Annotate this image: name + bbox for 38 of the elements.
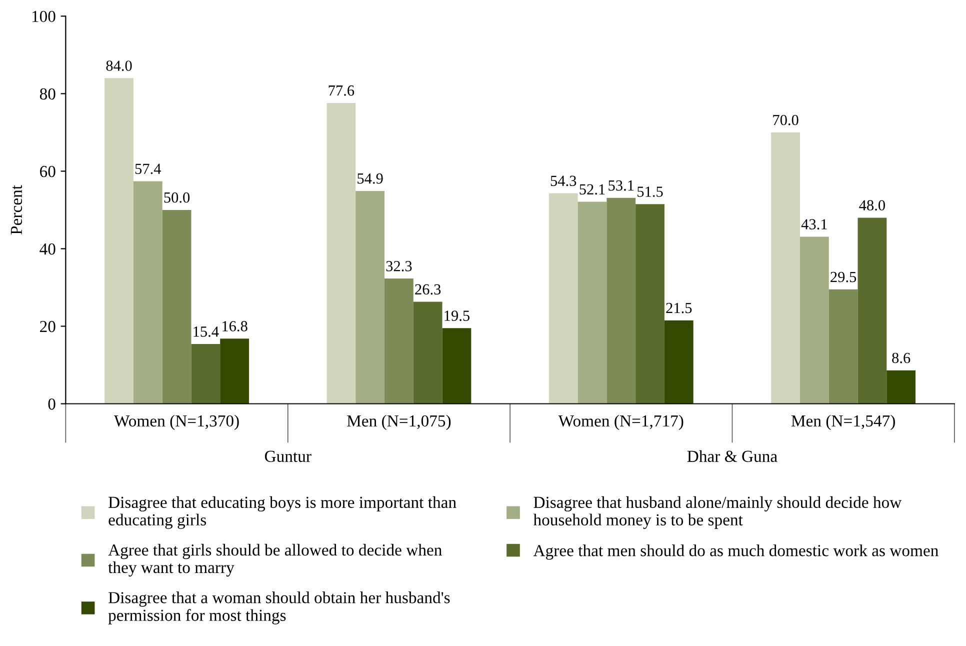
data-label: 57.4 [135, 164, 162, 174]
text: Guntur [264, 450, 312, 462]
x-tick-label: Women (N=1,370) [114, 414, 239, 430]
legend-label: Disagree that educating boys is more important than educating girls [108, 496, 456, 529]
data-label: 51.5 [638, 186, 663, 197]
x-tick-label: Men (N=1,075) [347, 414, 451, 430]
data-label: 8.6 [892, 352, 910, 364]
data-label: 53.1 [608, 180, 634, 191]
data-label: 43.1 [801, 219, 827, 230]
data-label: 54.3 [550, 176, 576, 186]
x-tick-label: Men (N=1,547) [791, 414, 895, 430]
data-label: 84.0 [106, 60, 132, 71]
data-label: 54.9 [358, 173, 383, 184]
y-tick-label: 100 [32, 10, 56, 22]
data-label: 70.0 [773, 114, 798, 126]
y-tick-label: 40 [40, 243, 56, 255]
data-label: 16.8 [222, 321, 248, 332]
legend-label: Disagree that a woman should obtain her husband's permission for most things [108, 592, 450, 624]
y-tick-label: 60 [40, 166, 56, 178]
data-label: 19.5 [444, 310, 470, 321]
legend-label: Disagree that husband alone/mainly should decide how household money is to be spent [533, 496, 902, 529]
data-label: 50.0 [164, 192, 190, 203]
data-label: 48.0 [859, 200, 885, 210]
x-tick-label: Women (N=1,717) [558, 414, 684, 430]
data-label: 26.3 [415, 284, 441, 295]
data-label: 21.5 [666, 302, 692, 314]
y-tick-label: 0 [48, 398, 56, 410]
data-label: 77.6 [328, 85, 354, 96]
y-tick-label: 80 [40, 88, 56, 100]
y-axis-title: Percent [10, 185, 22, 234]
text: Dhar & Guna [687, 450, 778, 462]
data-label: 52.1 [580, 184, 605, 195]
data-label: 32.3 [386, 261, 412, 272]
legend-label: Agree that men should do as much domestic work as women [533, 544, 938, 560]
data-label: 29.5 [830, 272, 856, 282]
legend-label: Agree that girls should be allowed to decide when they want to marry [108, 544, 442, 577]
data-label: 15.4 [194, 326, 219, 337]
y-tick-label: 20 [40, 320, 56, 332]
